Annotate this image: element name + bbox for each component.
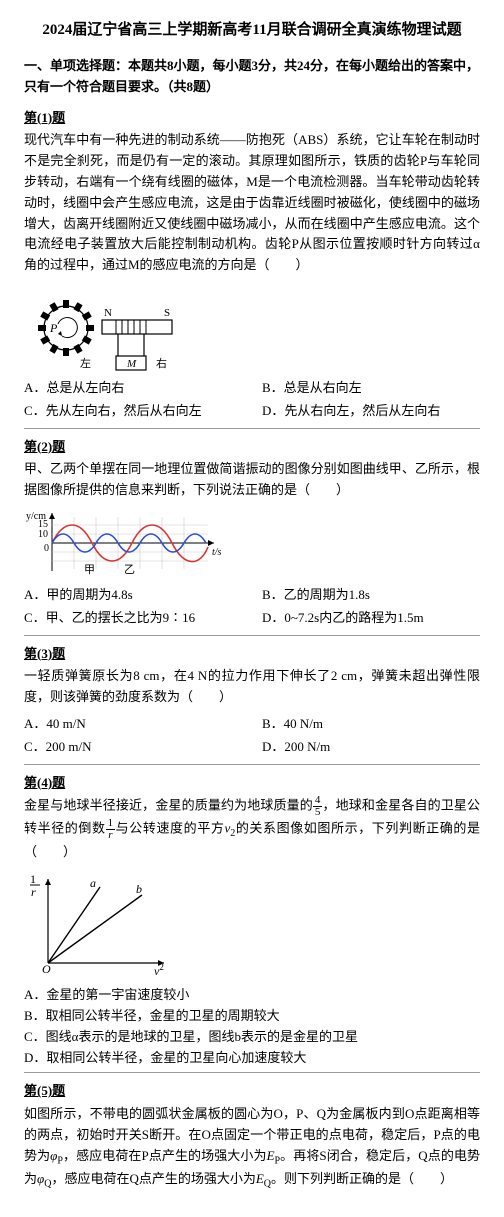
q3-label: 第(3)题 [24,644,480,665]
q4-choice-c: C．图线α表示的是地球的卫星，图线b表示的是金星的卫星 [24,1027,480,1048]
q1-choices: A．总是从左向右 B．总是从右向左 C．先从左向右，然后从右向左 D．先从右向左… [24,378,480,422]
q4-diagram: 1 r O v2 a b [24,869,480,979]
svg-text:S: S [164,307,170,319]
svg-text:N: N [104,307,112,319]
q2-choice-c: C．甲、乙的摆长之比为9∶16 [24,608,242,629]
q3-choices: A．40 m/N B．40 N/m C．200 m/N D．200 N/m [24,714,480,758]
q4-choices: A．金星的第一宇宙速度较小 B．取相同公转半径，金星的卫星的周期较大 C．图线α… [24,985,480,1068]
q4-choice-a: A．金星的第一宇宙速度较小 [24,985,480,1006]
svg-text:r: r [31,885,36,899]
q2-choice-d: D．0~7.2s内乙的路程为1.5m [262,608,480,629]
q1-choice-c: C．先从左向右，然后从右向左 [24,401,242,422]
q3-body: 一轻质弹簧原长为8 cm，在4 N的拉力作用下伸长了2 cm，弹簧未超出弹性限度… [24,666,480,708]
q4-choice-d: D．取相同公转半径，金星的卫星向心加速度较大 [24,1048,480,1069]
svg-text:左: 左 [80,357,91,370]
q2-diagram: y/cm 15 10 0 t/s 甲 乙 [24,507,480,579]
svg-text:M: M [126,358,137,370]
svg-text:0: 0 [44,543,49,554]
page-title: 2024届辽宁省高三上学期新高考11月联合调研全真演练物理试题 [24,18,480,42]
q2-body: 甲、乙两个单摆在同一地理位置做简谐振动的图像分别如图曲线甲、乙所示，根据图像所提… [24,459,480,501]
q4-choice-b: B．取相同公转半径，金星的卫星的周期较大 [24,1006,480,1027]
q1-choice-b: B．总是从右向左 [262,378,480,399]
section-heading-1: 一、单项选择题：本题共8小题，每小题3分，共24分，在每小题给出的答案中，只有一… [24,56,480,98]
q1-choice-d: D．先从右向左，然后从左向右 [262,401,480,422]
q3-choice-c: C．200 m/N [24,737,242,758]
q4-body: 金星与地球半径接近，金星的质量约为地球质量的45，地球和金星各自的卫星公转半径的… [24,795,480,863]
svg-text:右: 右 [156,356,167,370]
q2-choices: A．甲的周期为4.8s B．乙的周期为1.8s C．甲、乙的摆长之比为9∶16 … [24,585,480,629]
divider [24,635,480,636]
svg-text:O: O [42,962,51,976]
q2-choice-a: A．甲的周期为4.8s [24,585,242,606]
svg-text:a: a [90,876,96,890]
q5-body: 如图所示，不带电的圆弧状金属板的圆心为O，P、Q为金属板内到O点距离相等的两点，… [24,1104,480,1193]
svg-text:t/s: t/s [212,547,222,558]
svg-text:v2: v2 [154,962,164,978]
svg-text:乙: 乙 [124,563,135,576]
svg-text:10: 10 [38,529,48,540]
q3-choice-b: B．40 N/m [262,714,480,735]
svg-text:b: b [136,882,142,896]
q1-body: 现代汽车中有一种先进的制动系统——防抱死（ABS）系统，它让车轮在制动时不是完全… [24,130,480,276]
svg-text:1: 1 [30,872,36,886]
q2-choice-b: B．乙的周期为1.8s [262,585,480,606]
divider [24,428,480,429]
q3-choice-d: D．200 N/m [262,737,480,758]
q4-label: 第(4)题 [24,773,480,794]
divider [24,1072,480,1073]
q2-label: 第(2)题 [24,437,480,458]
q1-diagram: P N S M 右 左 [24,282,480,372]
q1-label: 第(1)题 [24,108,480,129]
svg-text:甲: 甲 [84,564,95,576]
svg-text:P: P [49,321,58,335]
q5-label: 第(5)题 [24,1081,480,1102]
divider [24,764,480,765]
q1-choice-a: A．总是从左向右 [24,378,242,399]
q3-choice-a: A．40 m/N [24,714,242,735]
